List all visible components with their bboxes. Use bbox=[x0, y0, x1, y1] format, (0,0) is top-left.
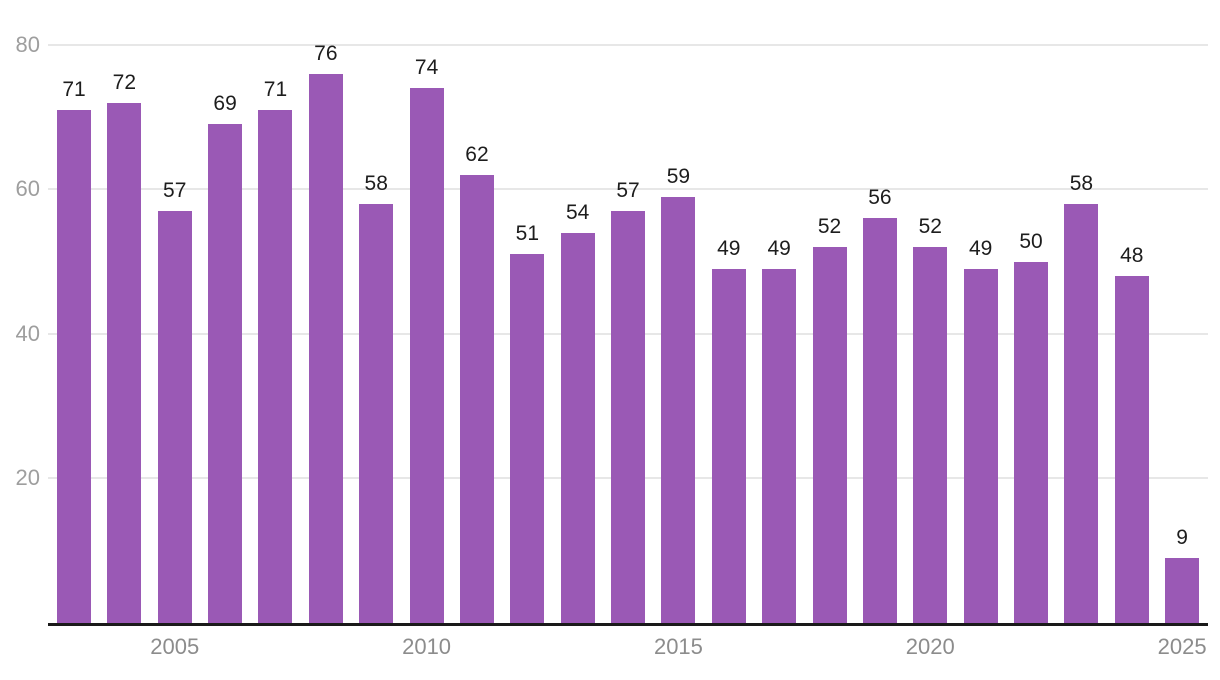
bar bbox=[661, 196, 696, 625]
y-axis-tick-label: 20 bbox=[15, 465, 40, 491]
bar bbox=[157, 210, 192, 625]
bar-value-label: 52 bbox=[817, 215, 842, 239]
bar bbox=[1014, 261, 1049, 625]
bar bbox=[711, 268, 746, 625]
bar-value-label: 74 bbox=[414, 56, 439, 80]
bar-value-label: 49 bbox=[767, 236, 791, 260]
bar-value-label: 54 bbox=[566, 200, 590, 224]
bar bbox=[409, 88, 444, 625]
bar bbox=[1165, 557, 1200, 625]
x-axis-tick-label: 2010 bbox=[402, 634, 452, 659]
x-axis-tick-label: 2025 bbox=[1157, 634, 1207, 659]
bar-value-label: 57 bbox=[616, 178, 640, 202]
bar-value-label: 59 bbox=[666, 164, 691, 188]
bar bbox=[208, 124, 243, 625]
y-axis-tick-label: 40 bbox=[15, 320, 40, 346]
bar-value-label: 52 bbox=[918, 215, 942, 239]
y-axis-tick-label: 80 bbox=[15, 31, 40, 57]
bar-value-label: 71 bbox=[62, 77, 86, 101]
bar bbox=[762, 268, 797, 625]
bar-value-label: 58 bbox=[364, 171, 388, 195]
bar bbox=[459, 174, 494, 625]
bar-value-label: 56 bbox=[868, 186, 892, 210]
bar bbox=[510, 254, 545, 625]
bar bbox=[560, 232, 595, 625]
bar-value-label: 9 bbox=[1176, 525, 1188, 549]
bar-value-label: 57 bbox=[163, 178, 187, 202]
bar bbox=[359, 203, 394, 625]
bar bbox=[308, 73, 343, 625]
bar-value-label: 49 bbox=[717, 236, 741, 260]
bar-value-label: 62 bbox=[465, 142, 489, 166]
x-axis-tick-label: 2005 bbox=[150, 634, 200, 659]
bar-value-label: 50 bbox=[1019, 229, 1043, 253]
bar-value-label: 49 bbox=[968, 236, 993, 260]
bar-value-label: 58 bbox=[1069, 171, 1094, 195]
bar bbox=[258, 109, 293, 625]
bar bbox=[913, 247, 948, 625]
x-axis-line bbox=[48, 622, 1208, 626]
x-axis-tick-label: 2020 bbox=[905, 634, 955, 659]
bar-value-label: 71 bbox=[263, 77, 288, 101]
bar bbox=[107, 102, 142, 625]
bar bbox=[963, 268, 998, 625]
bar bbox=[1114, 275, 1149, 625]
bar bbox=[812, 247, 847, 625]
bar bbox=[57, 109, 91, 625]
y-axis-tick-label: 60 bbox=[15, 176, 40, 202]
gridline bbox=[48, 188, 1208, 191]
bar-value-label: 76 bbox=[314, 41, 338, 65]
gridline bbox=[48, 43, 1208, 46]
bar bbox=[1064, 203, 1099, 625]
bar-value-label: 48 bbox=[1120, 243, 1144, 267]
x-axis-tick-label: 2015 bbox=[653, 634, 703, 659]
bar bbox=[862, 218, 897, 625]
bar-value-label: 51 bbox=[515, 222, 539, 246]
bar-value-label: 72 bbox=[112, 70, 137, 94]
bar bbox=[611, 210, 646, 625]
bar-value-label: 69 bbox=[213, 92, 237, 116]
